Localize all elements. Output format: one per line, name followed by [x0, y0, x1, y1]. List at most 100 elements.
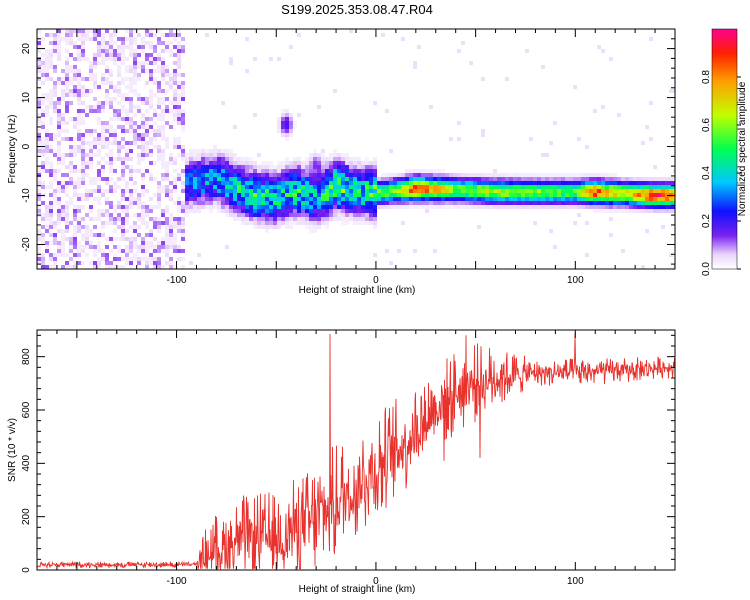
- heatmap-cell: [49, 225, 53, 229]
- heatmap-cell: [649, 193, 653, 197]
- heatmap-cell: [145, 169, 149, 173]
- heatmap-cell: [313, 161, 317, 165]
- heatmap-cell: [457, 205, 461, 209]
- heatmap-cell: [293, 177, 297, 181]
- heatmap-cell: [81, 85, 85, 89]
- heatmap-cell: [289, 177, 293, 181]
- heatmap-cell: [113, 29, 117, 33]
- heatmap-cell: [501, 185, 505, 189]
- heatmap-cell: [333, 193, 337, 197]
- heatmap-cell: [289, 205, 293, 209]
- heatmap-cell: [97, 137, 101, 141]
- heatmap-cell: [77, 49, 81, 53]
- heatmap-cell: [57, 81, 61, 85]
- heatmap-cell: [277, 197, 281, 201]
- heatmap-cell: [549, 181, 553, 185]
- heatmap-cell: [293, 213, 297, 217]
- heatmap-cell: [165, 89, 169, 93]
- heatmap-cell: [101, 145, 105, 149]
- heatmap-cell: [337, 205, 341, 209]
- heatmap-cell: [413, 177, 417, 181]
- heatmap-cell: [225, 245, 229, 249]
- heatmap-cell: [365, 165, 369, 169]
- heatmap-cell: [105, 141, 109, 145]
- heatmap-cell: [573, 85, 577, 89]
- heatmap-cell: [69, 117, 73, 121]
- heatmap-cell: [473, 177, 477, 181]
- heatmap-cell: [93, 77, 97, 81]
- heatmap-cell: [581, 189, 585, 193]
- heatmap-cell: [161, 101, 165, 105]
- heatmap-cell: [597, 45, 601, 49]
- heatmap-cell: [185, 189, 189, 193]
- heatmap-cell: [165, 233, 169, 237]
- heatmap-cell: [513, 181, 517, 185]
- heatmap-cell: [149, 53, 153, 57]
- heatmap-cell: [81, 49, 85, 53]
- heatmap-cell: [369, 197, 373, 201]
- heatmap-cell: [165, 221, 169, 225]
- heatmap-cell: [85, 89, 89, 93]
- heatmap-cell: [421, 193, 425, 197]
- heatmap-cell: [221, 153, 225, 157]
- heatmap-cell: [173, 117, 177, 121]
- heatmap-cell: [177, 145, 181, 149]
- heatmap-cell: [665, 177, 669, 181]
- heatmap-cell: [121, 161, 125, 165]
- heatmap-cell: [109, 265, 113, 269]
- heatmap-cell: [129, 109, 133, 113]
- heatmap-cell: [625, 197, 629, 201]
- heatmap-cell: [441, 201, 445, 205]
- heatmap-cell: [113, 253, 117, 257]
- heatmap-cell: [257, 225, 261, 229]
- heatmap-cell: [117, 93, 121, 97]
- heatmap-cell: [249, 197, 253, 201]
- heatmap-cell: [145, 57, 149, 61]
- heatmap-cell: [97, 209, 101, 213]
- heatmap-cell: [585, 197, 589, 201]
- heatmap-cell: [89, 65, 93, 69]
- heatmap-cell: [181, 93, 185, 97]
- heatmap-cell: [357, 161, 361, 165]
- heatmap-cell: [289, 173, 293, 177]
- heatmap-cell: [481, 205, 485, 209]
- heatmap-cell: [141, 213, 145, 217]
- heatmap-cell: [673, 209, 675, 213]
- heatmap-cell: [633, 205, 637, 209]
- heatmap-cell: [69, 249, 73, 253]
- heatmap-cell: [53, 85, 57, 89]
- heatmap-cell: [585, 205, 589, 209]
- heatmap-cell: [61, 77, 65, 81]
- heatmap-cell: [61, 121, 65, 125]
- heatmap-cell: [525, 177, 529, 181]
- heatmap-cell: [109, 141, 113, 145]
- heatmap-cell: [185, 177, 189, 181]
- heatmap-cell: [109, 69, 113, 73]
- heatmap-cell: [113, 113, 117, 117]
- heatmap-cell: [589, 193, 593, 197]
- top-y-tick-label: -20: [21, 237, 32, 252]
- heatmap-cell: [49, 221, 53, 225]
- heatmap-cell: [217, 197, 221, 201]
- heatmap-cell: [145, 189, 149, 193]
- heatmap-cell: [113, 229, 117, 233]
- heatmap-cell: [49, 173, 53, 177]
- heatmap-cell: [209, 177, 213, 181]
- heatmap-cell: [77, 145, 81, 149]
- heatmap-cell: [141, 237, 145, 241]
- heatmap-cell: [177, 109, 181, 113]
- heatmap-cell: [93, 153, 97, 157]
- heatmap-cell: [73, 189, 77, 193]
- heatmap-cell: [57, 45, 61, 49]
- heatmap-cell: [49, 213, 53, 217]
- heatmap-cell: [293, 185, 297, 189]
- heatmap-cell: [217, 177, 221, 181]
- heatmap-cell: [41, 241, 45, 245]
- heatmap-cell: [121, 137, 125, 141]
- heatmap-cell: [137, 133, 141, 137]
- heatmap-cell: [317, 189, 321, 193]
- heatmap-cell: [445, 181, 449, 185]
- heatmap-cell: [37, 45, 41, 49]
- heatmap-cell: [309, 229, 313, 233]
- heatmap-cell: [165, 205, 169, 209]
